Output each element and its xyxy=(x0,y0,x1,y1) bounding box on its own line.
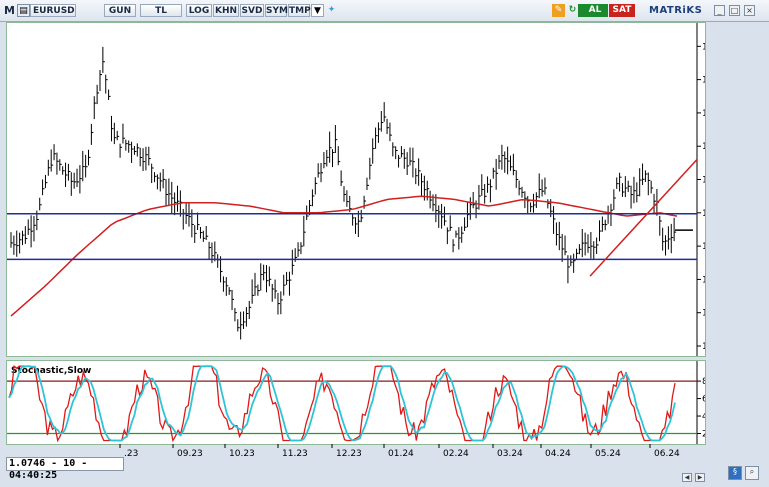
sell-button[interactable]: SAT xyxy=(609,4,635,17)
trend-line[interactable] xyxy=(589,159,698,277)
stochastic-panel[interactable]: Stochastic,Slow 80. 60. 40. 20. xyxy=(6,360,716,445)
close-icon[interactable]: × xyxy=(744,5,755,16)
sync-icon[interactable]: § xyxy=(728,466,742,480)
menu-button[interactable]: M xyxy=(4,4,15,17)
symbol-search-icon[interactable]: ▤ xyxy=(17,4,30,17)
separator-icon xyxy=(578,4,584,17)
y-tick-label: 1.05 xyxy=(702,309,705,319)
stoch-tick-label: 80. xyxy=(702,377,705,387)
x-tick-label: 10.23 xyxy=(229,449,255,458)
price-chart-panel[interactable]: 1.13 1.12 1.11 1.1 1.09 1.08 1.07 1.06 1.05 1.04 xyxy=(6,22,722,357)
x-tick-label: 12.23 xyxy=(336,449,362,458)
stochastic-chart[interactable]: Stochastic,Slow 80. 60. 40. 20. xyxy=(7,361,716,444)
x-tick-label: 11.23 xyxy=(282,449,308,458)
minimize-icon[interactable]: _ xyxy=(714,5,725,16)
maximize-icon[interactable]: □ xyxy=(729,5,740,16)
twitter-bird-icon[interactable]: ✦ xyxy=(327,5,336,15)
gun-button[interactable]: GUN xyxy=(104,4,136,17)
y-tick-label: 1.08 xyxy=(702,209,705,219)
stochastic-title: Stochastic,Slow xyxy=(11,366,91,376)
stoch-tick-label: 60. xyxy=(702,395,705,405)
scroll-right-icon[interactable]: ▶ xyxy=(695,473,705,482)
x-tick-label: .23 xyxy=(124,449,138,458)
y-tick-label: 1.11 xyxy=(702,109,705,119)
scroll-left-icon[interactable]: ◀ xyxy=(682,473,692,482)
svd-button[interactable]: SVD xyxy=(240,4,264,17)
sym-button[interactable]: SYM xyxy=(265,4,288,17)
stoch-tick-label: 20. xyxy=(702,430,705,440)
y-tick-label: 1.06 xyxy=(702,275,705,285)
toolbar: M ▤ EURUSD GUN TL LOG KHN SVD SYM TMP ▼ … xyxy=(0,0,769,22)
y-tick-label: 1.04 xyxy=(702,342,705,352)
x-tick-label: 01.24 xyxy=(388,449,414,458)
log-button[interactable]: LOG xyxy=(186,4,212,17)
x-tick-label: 05.24 xyxy=(595,449,621,458)
zoom-icon[interactable]: ⌕ xyxy=(745,466,759,480)
y-tick-label: 1.1 xyxy=(702,142,705,152)
price-bars xyxy=(10,46,677,340)
x-tick-label: 06.24 xyxy=(654,449,680,458)
buy-button[interactable]: AL xyxy=(582,4,608,17)
stochastic-d-line xyxy=(8,365,676,442)
y-tick-label: 1.07 xyxy=(702,242,705,252)
pencil-icon[interactable]: ✎ xyxy=(552,4,565,17)
khn-button[interactable]: KHN xyxy=(213,4,239,17)
x-tick-label: 03.24 xyxy=(497,449,523,458)
tl-button[interactable]: TL xyxy=(140,4,182,17)
x-axis: .23 09.23 10.23 11.23 12.23 01.24 02.24 03.24 04… xyxy=(119,444,680,458)
x-tick-label: 02.24 xyxy=(443,449,469,458)
cursor-status-readout: 1.0746 - 10 - 04:40:25 xyxy=(6,457,124,481)
stoch-tick-label: 40. xyxy=(702,412,705,422)
y-tick-label: 1.09 xyxy=(702,176,705,186)
y-tick-label: 1.12 xyxy=(702,76,705,86)
x-tick-label: 04.24 xyxy=(545,449,571,458)
moving-average-line xyxy=(10,195,678,317)
symbol-field[interactable]: EURUSD xyxy=(30,4,76,17)
x-tick-label: 09.23 xyxy=(177,449,203,458)
dropdown-arrow-icon[interactable]: ▼ xyxy=(311,4,324,17)
refresh-icon[interactable]: ↻ xyxy=(568,5,577,15)
y-tick-label: 1.13 xyxy=(702,42,705,52)
price-chart[interactable]: 1.13 1.12 1.11 1.1 1.09 1.08 1.07 1.06 1.05 1.04 xyxy=(7,23,722,356)
tmp-button[interactable]: TMP xyxy=(288,4,311,17)
brand-logo: MATRiKS xyxy=(649,5,703,16)
